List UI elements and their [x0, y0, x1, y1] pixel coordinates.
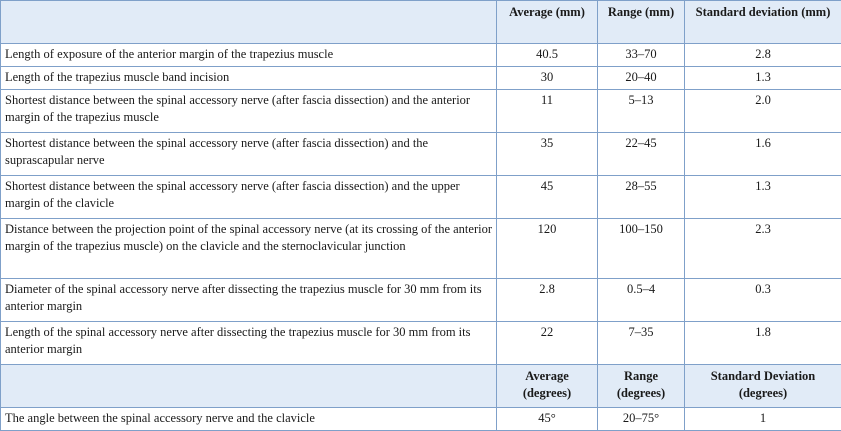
- row-standard-deviation: 2.0: [685, 90, 841, 133]
- row-average: 35: [497, 133, 598, 176]
- header2-label-cell: [1, 365, 497, 408]
- row-label: Shortest distance between the spinal acc…: [1, 176, 497, 219]
- row-range: 7–35: [598, 322, 685, 365]
- row-range: 5–13: [598, 90, 685, 133]
- header2-range: Range (degrees): [598, 365, 685, 408]
- header2-average: Average (degrees): [497, 365, 598, 408]
- row-average: 30: [497, 67, 598, 90]
- row-range: 100–150: [598, 219, 685, 279]
- table-row: Length of the trapezius muscle band inci…: [1, 67, 841, 90]
- row-standard-deviation: 2.3: [685, 219, 841, 279]
- row-standard-deviation: 0.3: [685, 279, 841, 322]
- row-average: 40.5: [497, 44, 598, 67]
- row-range: 0.5–4: [598, 279, 685, 322]
- row-average: 22: [497, 322, 598, 365]
- row-label: Length of the spinal accessory nerve aft…: [1, 322, 497, 365]
- row-standard-deviation: 1.8: [685, 322, 841, 365]
- row-average: 2.8: [497, 279, 598, 322]
- header2-standard-deviation: Standard Deviation (degrees): [685, 365, 841, 408]
- table-row: Length of the spinal accessory nerve aft…: [1, 322, 841, 365]
- row-standard-deviation: 1: [685, 408, 841, 431]
- row-standard-deviation: 1.3: [685, 67, 841, 90]
- header-range: Range (mm): [598, 1, 685, 44]
- header-label-cell: [1, 1, 497, 44]
- row-standard-deviation: 2.8: [685, 44, 841, 67]
- header-row-degrees: Average (degrees) Range (degrees) Standa…: [1, 365, 841, 408]
- row-range: 28–55: [598, 176, 685, 219]
- row-standard-deviation: 1.3: [685, 176, 841, 219]
- table-row: Diameter of the spinal accessory nerve a…: [1, 279, 841, 322]
- table-row: Length of exposure of the anterior margi…: [1, 44, 841, 67]
- row-average: 45°: [497, 408, 598, 431]
- row-range: 22–45: [598, 133, 685, 176]
- row-label: Length of exposure of the anterior margi…: [1, 44, 497, 67]
- row-label: The angle between the spinal accessory n…: [1, 408, 497, 431]
- header-standard-deviation: Standard deviation (mm): [685, 1, 841, 44]
- table-row: Shortest distance between the spinal acc…: [1, 176, 841, 219]
- row-label: Shortest distance between the spinal acc…: [1, 90, 497, 133]
- row-range: 20–40: [598, 67, 685, 90]
- row-range: 20–75°: [598, 408, 685, 431]
- row-label: Distance between the projection point of…: [1, 219, 497, 279]
- table-row: The angle between the spinal accessory n…: [1, 408, 841, 431]
- row-average: 120: [497, 219, 598, 279]
- row-label: Length of the trapezius muscle band inci…: [1, 67, 497, 90]
- row-range: 33–70: [598, 44, 685, 67]
- header-row: Average (mm) Range (mm) Standard deviati…: [1, 1, 841, 44]
- table-row: Shortest distance between the spinal acc…: [1, 133, 841, 176]
- row-label: Shortest distance between the spinal acc…: [1, 133, 497, 176]
- table-row: Distance between the projection point of…: [1, 219, 841, 279]
- row-average: 11: [497, 90, 598, 133]
- header-average: Average (mm): [497, 1, 598, 44]
- row-standard-deviation: 1.6: [685, 133, 841, 176]
- row-average: 45: [497, 176, 598, 219]
- row-label: Diameter of the spinal accessory nerve a…: [1, 279, 497, 322]
- table-row: Shortest distance between the spinal acc…: [1, 90, 841, 133]
